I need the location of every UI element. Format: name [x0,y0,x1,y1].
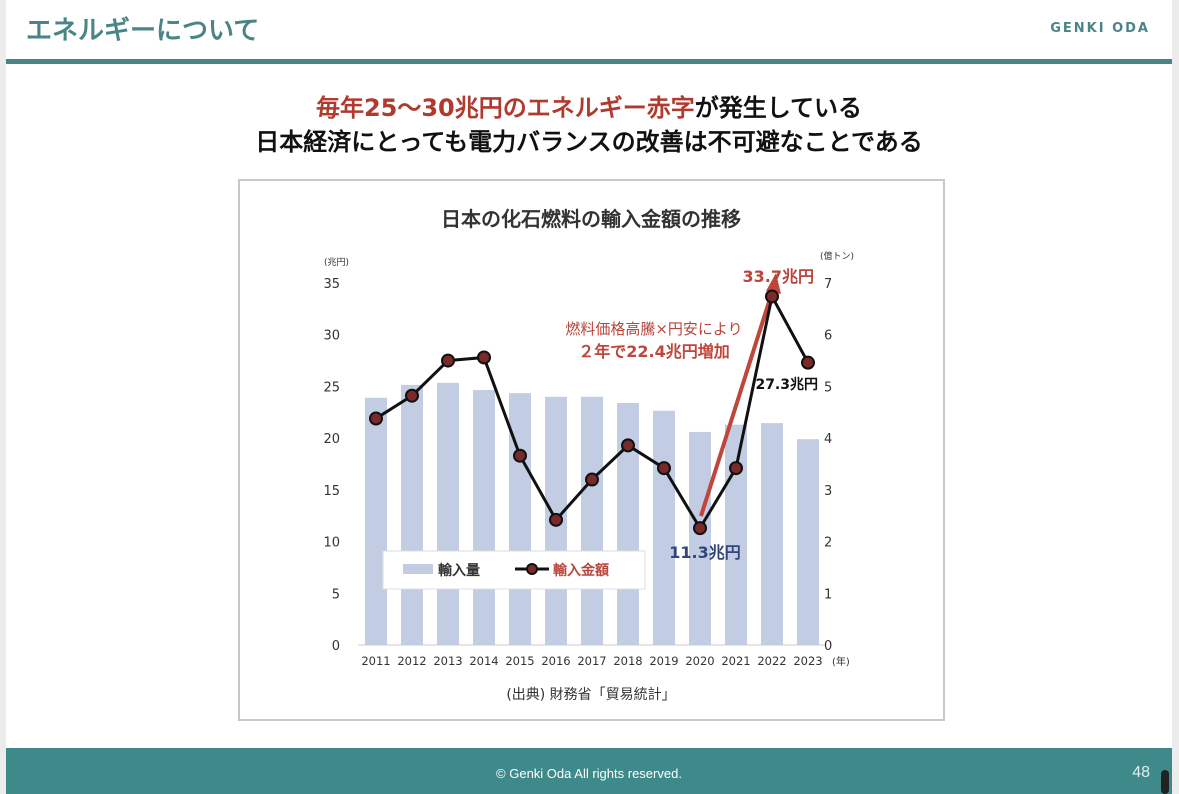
left-tick-label: 0 [332,639,340,654]
x-tick-label: 2016 [541,654,570,668]
x-tick-label: 2011 [361,654,390,668]
footer: © Genki Oda All rights reserved. 48 [6,748,1172,794]
x-tick-label: 2014 [469,654,498,668]
bar-2017 [581,396,603,645]
point-2022 [765,289,779,304]
x-tick-label: 2013 [433,654,462,668]
x-tick-label: 2021 [721,654,750,668]
legend-swatch-bar [403,564,433,574]
bar-2012 [401,384,423,645]
point-2014 [477,350,491,365]
point-2013 [441,353,455,368]
header-divider [6,59,1172,64]
slide: エネルギーについて GENKI ODA 毎年25〜30兆円のエネルギー赤字が発生… [6,0,1172,794]
left-tick-label: 10 [323,536,340,551]
point-2012 [405,388,419,403]
copyright: © Genki Oda All rights reserved. [496,766,682,781]
headline-rest: が発生している [694,94,863,122]
right-axis-unit: (億トン) [820,250,854,262]
left-tick-label: 5 [332,587,340,602]
right-tick-label: 7 [824,277,832,292]
label-low: 11.3兆円 [669,543,740,562]
point-2017 [585,472,599,487]
x-tick-label: 2020 [685,654,714,668]
chart-source: (出典) 財務省「貿易統計」 [506,687,675,703]
headline-2: 日本経済にとっても電力バランスの改善は不可避なことである [255,128,923,156]
x-tick-label: 2019 [649,654,678,668]
point-2021 [729,461,743,476]
point-2016 [549,512,563,527]
left-tick-label: 15 [323,484,340,499]
chart-title: 日本の化石燃料の輸入金額の推移 [441,207,741,231]
bar-2019 [653,410,675,645]
right-tick-label: 6 [824,329,832,344]
point-2019 [657,461,671,476]
left-tick-label: 25 [323,380,340,395]
annotation-increase: ２年で22.4兆円増加 [578,342,729,361]
legend: 輸入量 輸入金額 [382,550,646,590]
scrollbar-thumb[interactable] [1161,770,1169,794]
left-tick-label: 20 [323,432,340,447]
right-tick-label: 0 [824,639,832,654]
right-tick-label: 2 [824,536,832,551]
arrow-head-icon [766,273,781,294]
annotation-cause: 燃料価格高騰×円安により [565,320,742,338]
point-2011 [369,411,383,426]
point-2023 [801,355,815,370]
x-tick-label: 2015 [505,654,534,668]
right-tick-label: 1 [824,587,832,602]
chart-frame: 日本の化石燃料の輸入金額の推移 (兆円) (億トン) (年) 0 5 10 15 20 2… [238,179,945,721]
headline-highlight: 毎年25〜30兆円のエネルギー赤字 [315,94,695,122]
slide-title: エネルギーについて [26,16,260,46]
brand-name: GENKI ODA [1050,21,1150,36]
right-tick-label: 5 [824,380,832,395]
legend-label-volume: 輸入量 [438,562,480,579]
bar-2021 [725,424,747,645]
bar-2023 [797,439,819,645]
point-2018 [621,438,635,453]
legend-label-amount: 輸入金額 [553,562,609,579]
x-axis-unit: (年) [832,655,850,668]
bar-2022 [761,423,783,645]
x-tick-label: 2018 [613,654,642,668]
right-tick-label: 3 [824,484,832,499]
x-tick-label: 2017 [577,654,606,668]
left-tick-label: 35 [323,277,340,292]
right-tick-label: 4 [824,432,832,447]
x-tick-label: 2012 [397,654,426,668]
x-tick-label: 2023 [793,654,822,668]
bar-2013 [437,382,459,645]
headline-1: 毎年25〜30兆円のエネルギー赤字が発生している [6,88,1172,123]
bar-2020 [689,431,711,645]
left-axis-unit: (兆円) [324,257,349,268]
point-2015 [513,448,527,463]
bar-2011 [365,397,387,645]
point-2020 [693,521,707,536]
bar-2014 [473,390,495,645]
left-tick-label: 30 [323,329,340,344]
page-number: 48 [1132,764,1150,781]
x-tick-label: 2022 [757,654,786,668]
increase-arrow [699,285,776,517]
legend-marker [526,563,538,575]
label-last: 27.3兆円 [755,377,818,393]
chart: 日本の化石燃料の輸入金額の推移 (兆円) (億トン) (年) 051015202… [323,207,854,703]
label-peak: 33.7兆円 [743,267,814,286]
